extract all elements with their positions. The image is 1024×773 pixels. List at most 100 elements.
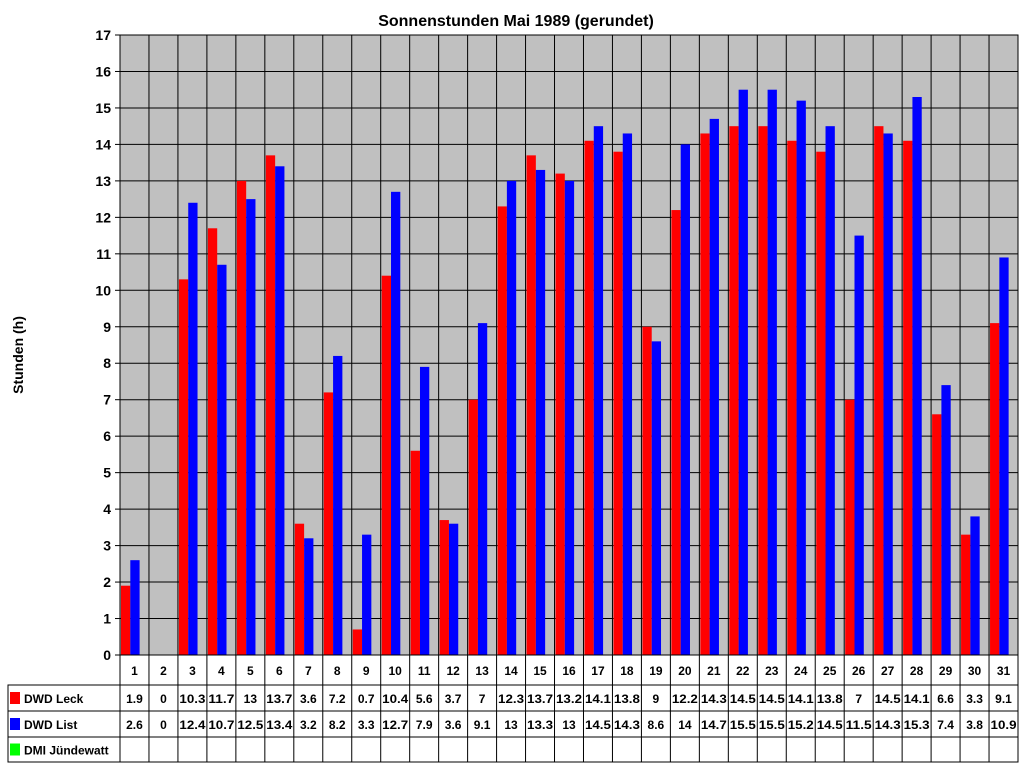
- bar-dwd-leck: [671, 210, 681, 655]
- data-label: 13.4: [266, 718, 292, 732]
- x-tick-label: 9: [363, 664, 370, 678]
- bar-dwd-list: [246, 199, 256, 655]
- data-label: 14.1: [788, 692, 814, 706]
- bar-dwd-leck: [816, 151, 826, 656]
- data-label: 13: [562, 718, 576, 732]
- data-label: 13: [244, 692, 258, 706]
- x-tick-label: 5: [247, 664, 254, 678]
- y-tick-label: 12: [95, 209, 111, 225]
- bar-dwd-leck: [874, 126, 884, 656]
- data-label: 13: [504, 718, 518, 732]
- y-axis-label: Stunden (h): [10, 316, 26, 394]
- x-tick-label: 16: [562, 664, 576, 678]
- x-tick-label: 12: [446, 664, 460, 678]
- y-tick-label: 5: [103, 465, 111, 481]
- data-label: 14.1: [585, 692, 611, 706]
- bar-dwd-list: [999, 257, 1009, 655]
- y-tick-label: 10: [95, 282, 111, 298]
- legend-label: DWD Leck: [24, 692, 84, 706]
- data-label: 1.9: [126, 692, 143, 706]
- data-label: 14.7: [701, 718, 727, 732]
- data-label: 9.1: [995, 692, 1012, 706]
- data-label: 14.5: [585, 718, 611, 732]
- data-label: 15.5: [759, 718, 785, 732]
- data-label: 12.7: [382, 718, 408, 732]
- x-tick-label: 27: [881, 664, 895, 678]
- bar-dwd-leck: [613, 151, 623, 656]
- x-tick-label: 6: [276, 664, 283, 678]
- data-label: 15.5: [730, 718, 756, 732]
- bar-dwd-list: [854, 235, 864, 655]
- bar-dwd-leck: [439, 520, 449, 655]
- x-tick-label: 13: [475, 664, 489, 678]
- legend-label: DWD List: [24, 718, 77, 732]
- bar-dwd-list: [506, 180, 517, 655]
- legend-swatch: [10, 692, 20, 704]
- y-tick-label: 6: [103, 428, 111, 444]
- bar-dwd-leck: [294, 523, 305, 655]
- bar-dwd-leck: [381, 275, 392, 655]
- data-label: 10.7: [208, 718, 234, 732]
- bar-dwd-leck: [729, 126, 739, 656]
- bar-dwd-leck: [961, 534, 971, 655]
- y-tick-label: 14: [95, 136, 111, 152]
- bar-dwd-list: [333, 355, 343, 655]
- x-tick-label: 20: [678, 664, 692, 678]
- data-label: 13.8: [614, 692, 640, 706]
- bar-dwd-list: [970, 516, 980, 655]
- bar-dwd-list: [564, 180, 575, 655]
- x-tick-label: 14: [504, 664, 518, 678]
- y-tick-label: 0: [103, 647, 111, 663]
- x-tick-label: 22: [736, 664, 750, 678]
- bar-dwd-list: [188, 202, 198, 655]
- data-label: 3.6: [445, 718, 462, 732]
- data-label: 14.5: [759, 692, 785, 706]
- x-tick-label: 4: [218, 664, 225, 678]
- data-label: 11.7: [208, 692, 234, 706]
- data-label: 8.6: [648, 718, 665, 732]
- x-tick-label: 11: [418, 664, 431, 678]
- y-tick-label: 13: [95, 173, 111, 189]
- bar-dwd-list: [912, 97, 922, 655]
- y-tick-label: 16: [95, 63, 111, 79]
- bar-dwd-leck: [526, 155, 536, 655]
- bar-dwd-leck: [584, 140, 594, 655]
- bar-dwd-leck: [207, 228, 218, 655]
- x-tick-label: 25: [823, 664, 837, 678]
- bar-dwd-list: [593, 126, 604, 656]
- y-tick-label: 17: [95, 27, 111, 43]
- data-label: 7.4: [937, 718, 954, 732]
- y-tick-label: 1: [103, 611, 111, 627]
- x-tick-label: 3: [189, 664, 196, 678]
- bar-dwd-leck: [352, 629, 363, 655]
- data-label: 7: [479, 692, 486, 706]
- bar-dwd-list: [883, 133, 893, 655]
- bar-dwd-leck: [990, 323, 1000, 655]
- legend-swatch: [10, 743, 20, 756]
- data-label: 5.6: [416, 692, 433, 706]
- x-tick-label: 26: [852, 664, 866, 678]
- x-tick-label: 29: [939, 664, 953, 678]
- data-label: 14.5: [875, 692, 901, 706]
- data-label: 12.2: [672, 692, 698, 706]
- bar-dwd-leck: [845, 399, 855, 655]
- data-label: 14.1: [904, 692, 930, 706]
- data-label: 14.5: [817, 718, 843, 732]
- data-label: 0.7: [358, 692, 375, 706]
- y-tick-label: 2: [103, 574, 111, 590]
- data-label: 10.4: [382, 692, 408, 706]
- bar-dwd-list: [941, 385, 951, 655]
- bar-dwd-leck: [787, 140, 797, 655]
- legend-label: DMI Jündewatt: [24, 744, 109, 758]
- bar-dwd-list: [304, 538, 314, 655]
- data-label: 8.2: [329, 718, 346, 732]
- data-label: 7.2: [329, 692, 346, 706]
- x-tick-label: 21: [707, 664, 721, 678]
- bar-dwd-list: [217, 264, 227, 655]
- y-tick-label: 15: [95, 100, 111, 116]
- bar-dwd-list: [130, 560, 140, 655]
- data-label: 14.3: [701, 692, 727, 706]
- data-label: 13.3: [527, 718, 553, 732]
- bar-dwd-list: [651, 341, 662, 655]
- bar-dwd-list: [680, 144, 690, 656]
